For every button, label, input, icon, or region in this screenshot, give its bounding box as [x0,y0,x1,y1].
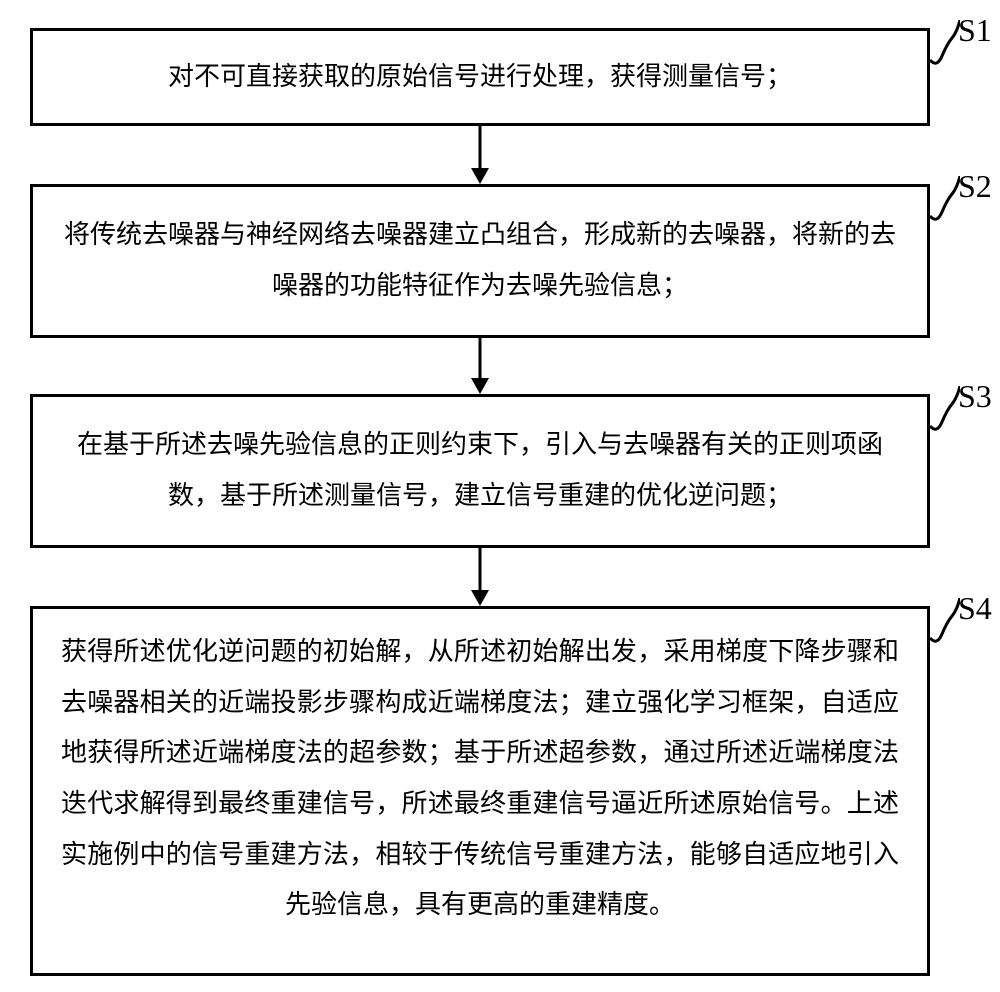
flow-arrow-2 [468,338,492,394]
flow-arrow-3 [468,548,492,606]
squiggle-s1 [930,20,960,68]
flow-step-s4-text: 获得所述优化逆问题的初始解，从所述初始解出发，采用梯度下降步骤和去噪器相关的近端… [61,627,899,931]
flow-step-s2: 将传统去噪器与神经网络去噪器建立凸组合，形成新的去噪器，将新的去噪器的功能特征作… [30,184,930,338]
flow-step-s2-text: 将传统去噪器与神经网络去噪器建立凸组合，形成新的去噪器，将新的去噪器的功能特征作… [61,210,899,311]
flow-label-s1: S1 [958,12,992,49]
flow-label-s3: S3 [958,378,992,415]
flow-label-s2: S2 [958,168,992,205]
squiggle-s2 [930,176,960,224]
flow-step-s1: 对不可直接获取的原始信号进行处理，获得测量信号； [30,28,930,126]
squiggle-s4 [930,598,960,646]
flow-arrow-1 [468,126,492,184]
flow-step-s3: 在基于所述去噪先验信息的正则约束下，引入与去噪器有关的正则项函数，基于所述测量信… [30,394,930,548]
flow-label-s4: S4 [958,590,992,627]
flow-step-s3-text: 在基于所述去噪先验信息的正则约束下，引入与去噪器有关的正则项函数，基于所述测量信… [61,420,899,521]
flow-step-s1-text: 对不可直接获取的原始信号进行处理，获得测量信号； [168,52,792,103]
flow-step-s4: 获得所述优化逆问题的初始解，从所述初始解出发，采用梯度下降步骤和去噪器相关的近端… [30,606,930,976]
squiggle-s3 [930,386,960,434]
